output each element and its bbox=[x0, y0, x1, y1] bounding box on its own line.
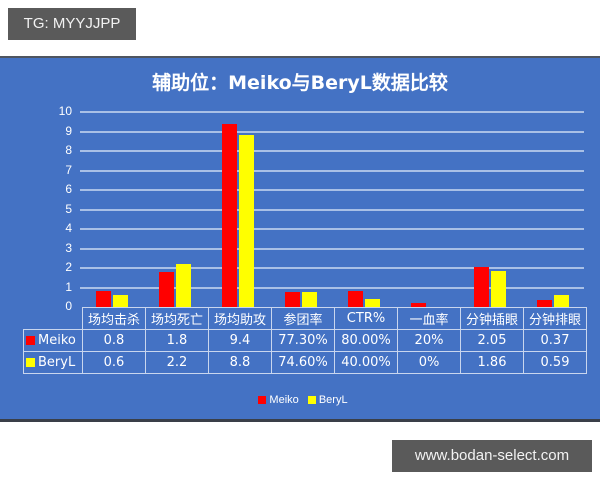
y-tick-label: 4 bbox=[65, 221, 72, 235]
table-cell: 0.59 bbox=[523, 351, 587, 374]
gridline bbox=[80, 286, 584, 289]
table-cell: 77.30% bbox=[271, 329, 335, 352]
meiko-swatch-icon bbox=[26, 336, 35, 345]
gridline bbox=[80, 169, 584, 172]
gridline bbox=[80, 150, 584, 152]
bar-meiko bbox=[158, 271, 174, 307]
beryl-swatch-icon bbox=[26, 358, 35, 367]
bar-meiko bbox=[284, 291, 300, 307]
column-header: 场均击杀 bbox=[82, 307, 146, 330]
table-header-row: 场均击杀 场均死亡 场均助攻 参团率 CTR% 一血率 分钟插眼 分钟排眼 bbox=[23, 307, 587, 330]
legend-beryl-swatch-icon bbox=[307, 396, 316, 405]
legend-meiko-swatch-icon bbox=[258, 396, 267, 405]
table-cell: 8.8 bbox=[208, 351, 272, 374]
bar-beryl bbox=[301, 292, 317, 307]
y-tick-label: 3 bbox=[65, 240, 72, 255]
legend-meiko-label: Meiko bbox=[269, 394, 299, 406]
bar-meiko bbox=[536, 299, 552, 307]
table-cell: 2.05 bbox=[460, 329, 524, 352]
column-header: CTR% bbox=[334, 307, 398, 330]
table-row-beryl: BeryL 0.6 2.2 8.8 74.60% 40.00% 0% 1.86 … bbox=[23, 351, 587, 374]
data-table: 场均击杀 场均死亡 场均助攻 参团率 CTR% 一血率 分钟插眼 分钟排眼 Me… bbox=[23, 307, 587, 374]
chart-title: 辅助位：Meiko与BeryL数据比较 bbox=[152, 72, 448, 94]
watermark-bottom: www.bodan-select.com bbox=[392, 440, 592, 472]
gridline bbox=[80, 208, 584, 211]
column-header: 分钟插眼 bbox=[460, 307, 524, 330]
bar-meiko bbox=[347, 291, 363, 307]
gridline bbox=[80, 228, 584, 230]
bar-beryl bbox=[175, 264, 191, 307]
gridline bbox=[80, 189, 584, 191]
watermark-top: TG: MYYJJPP bbox=[8, 8, 136, 40]
column-header: 一血率 bbox=[397, 307, 461, 330]
y-tick-label: 7 bbox=[65, 162, 72, 177]
y-tick-label: 9 bbox=[65, 123, 72, 138]
table-cell: 80.00% bbox=[334, 329, 398, 352]
bar-beryl bbox=[364, 299, 380, 307]
legend-beryl-label: BeryL bbox=[318, 394, 348, 406]
row-label: Meiko bbox=[38, 333, 76, 348]
y-tick-label: 10 bbox=[58, 104, 72, 118]
bar-beryl bbox=[553, 295, 569, 307]
gridline bbox=[80, 111, 584, 113]
y-tick-label: 6 bbox=[65, 182, 72, 196]
table-cell: 1.86 bbox=[460, 351, 524, 374]
bar-beryl bbox=[490, 270, 506, 307]
table-cell: 0.8 bbox=[82, 329, 146, 352]
table-cell: 0% bbox=[397, 351, 461, 374]
table-cell: 0.37 bbox=[523, 329, 587, 352]
table-cell: 74.60% bbox=[271, 351, 335, 374]
y-tick-label: 5 bbox=[65, 201, 72, 216]
table-row-meiko: Meiko 0.8 1.8 9.4 77.30% 80.00% 20% 2.05… bbox=[23, 329, 587, 352]
gridline bbox=[80, 247, 584, 250]
table-cell: 9.4 bbox=[208, 329, 272, 352]
bar-beryl bbox=[238, 135, 254, 307]
row-header-meiko: Meiko bbox=[23, 329, 83, 352]
column-header: 场均死亡 bbox=[145, 307, 209, 330]
column-header: 参团率 bbox=[271, 307, 335, 330]
bar-meiko bbox=[473, 267, 489, 307]
y-tick-label: 1 bbox=[65, 279, 72, 294]
table-cell: 1.8 bbox=[145, 329, 209, 352]
table-cell: 0.6 bbox=[82, 351, 146, 374]
y-tick-label: 0 bbox=[65, 299, 72, 313]
row-label: BeryL bbox=[38, 355, 76, 370]
chart-panel: 辅助位：Meiko与BeryL数据比较 0 1 2 3 4 5 6 7 8 9 10 场均击杀 场均… bbox=[0, 56, 600, 422]
table-cell: 20% bbox=[397, 329, 461, 352]
bar-meiko bbox=[410, 303, 426, 307]
y-tick-label: 2 bbox=[65, 260, 72, 274]
chart-legend: Meiko BeryL bbox=[0, 394, 600, 406]
bar-meiko bbox=[221, 123, 237, 307]
table-corner bbox=[23, 307, 83, 330]
table-cell: 40.00% bbox=[334, 351, 398, 374]
bar-beryl bbox=[112, 295, 128, 307]
y-tick-label: 8 bbox=[65, 143, 72, 157]
row-header-beryl: BeryL bbox=[23, 351, 83, 374]
table-cell: 2.2 bbox=[145, 351, 209, 374]
gridline bbox=[80, 130, 584, 133]
bar-meiko bbox=[95, 291, 111, 307]
column-header: 分钟排眼 bbox=[523, 307, 587, 330]
gridline bbox=[80, 267, 584, 269]
column-header: 场均助攻 bbox=[208, 307, 272, 330]
